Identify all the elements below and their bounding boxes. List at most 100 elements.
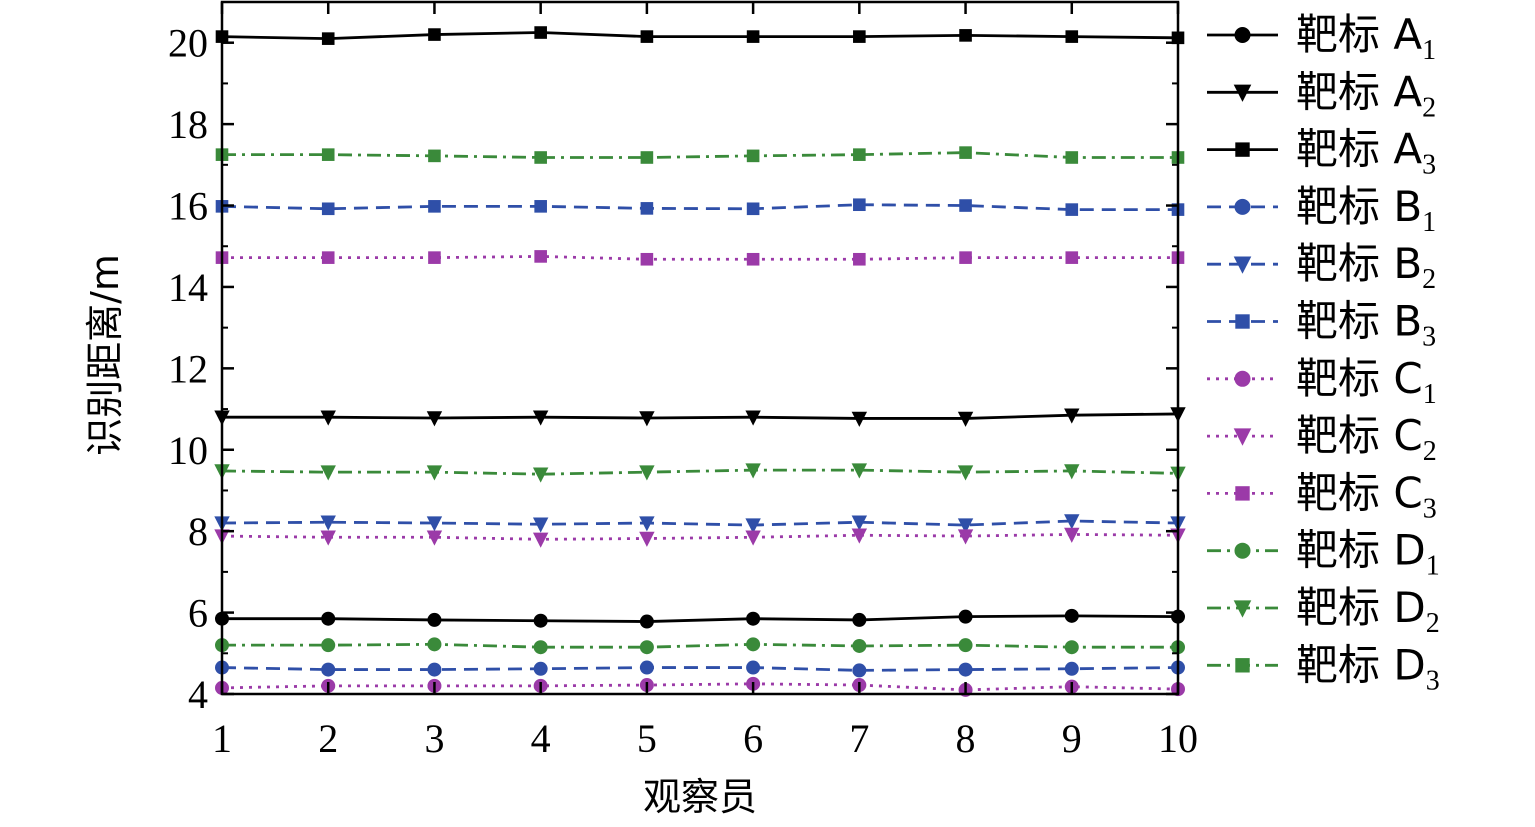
data-point — [959, 29, 972, 42]
data-point — [745, 530, 761, 546]
x-axis-title: 观察员 — [643, 775, 757, 819]
legend-entry: 靶标 C1 — [1207, 354, 1437, 410]
data-point — [639, 660, 654, 675]
legend-label: 靶标 C2 — [1296, 411, 1437, 467]
data-point — [1064, 464, 1080, 480]
data-point — [851, 411, 868, 427]
series-line — [221, 666, 1179, 672]
legend-label: 靶标 A1 — [1296, 10, 1436, 66]
data-point — [746, 611, 761, 626]
data-point — [957, 529, 974, 545]
data-point — [321, 662, 336, 677]
data-point — [321, 202, 335, 216]
y-tick-label: 16 — [168, 184, 208, 229]
y-tick-label: 12 — [168, 346, 208, 391]
data-point — [1065, 251, 1079, 264]
data-point — [851, 463, 868, 479]
series-line — [222, 642, 1178, 649]
legend-label-subscript: 3 — [1422, 322, 1436, 353]
x-tick-label: 1 — [212, 716, 232, 761]
data-point — [959, 199, 972, 212]
data-point — [320, 465, 336, 481]
legend-label: 靶标 B3 — [1296, 297, 1436, 353]
legend-label: 靶标 C3 — [1296, 468, 1437, 524]
data-point — [1065, 203, 1079, 216]
series-靶标A2 — [214, 407, 1186, 427]
plot-frame — [220, 0, 1180, 696]
data-point — [428, 28, 441, 41]
data-point — [1064, 408, 1080, 424]
series-line — [221, 31, 1179, 41]
data-point — [745, 518, 761, 534]
data-point — [532, 467, 549, 483]
y-tick-label: 4 — [188, 672, 208, 717]
data-point — [958, 609, 973, 624]
data-point — [321, 611, 336, 626]
data-point — [745, 410, 761, 426]
data-point — [852, 638, 867, 653]
legend-swatch-marker — [1234, 27, 1251, 43]
data-point — [321, 251, 335, 264]
data-point — [428, 251, 441, 264]
series-靶标B3 — [215, 198, 1185, 216]
data-point — [853, 252, 866, 266]
series-line — [222, 151, 1178, 159]
data-point — [320, 530, 336, 546]
legend-label: 靶标 D3 — [1296, 640, 1440, 696]
data-point — [958, 662, 973, 677]
data-point — [745, 463, 761, 479]
data-point — [746, 202, 760, 216]
legend-entry: 靶标 D1 — [1207, 526, 1440, 582]
x-tick-label: 8 — [956, 716, 976, 761]
legend-entry: 靶标 B3 — [1207, 297, 1436, 353]
x-tick-label: 7 — [849, 716, 869, 761]
data-point — [428, 200, 441, 213]
legend-swatch-marker — [1235, 658, 1250, 673]
legend-label-subscript: 3 — [1423, 493, 1437, 524]
series-line — [222, 412, 1179, 420]
data-point — [533, 613, 548, 628]
series-line — [222, 255, 1178, 261]
data-point — [639, 640, 654, 655]
data-point — [852, 612, 867, 627]
series-line — [221, 682, 1179, 692]
x-tick-label: 10 — [1158, 716, 1198, 761]
legend-swatch-marker — [1233, 256, 1252, 274]
series-靶标B1 — [215, 660, 1185, 678]
y-tick-label: 20 — [168, 21, 208, 66]
legend-label-subscript: 1 — [1423, 379, 1437, 410]
data-point — [533, 661, 548, 676]
data-point — [321, 638, 336, 653]
series-line — [221, 533, 1179, 541]
data-point — [746, 252, 760, 266]
data-point — [958, 638, 973, 653]
legend-entry: 靶标 B1 — [1207, 182, 1436, 238]
data-point — [746, 660, 761, 675]
data-point — [853, 148, 866, 161]
y-axis-title: 识别距离/m — [83, 254, 127, 456]
y-tick-label: 18 — [168, 102, 208, 147]
x-tick-label: 2 — [318, 716, 338, 761]
data-point — [532, 532, 549, 548]
data-point — [534, 26, 547, 39]
data-point — [639, 465, 655, 481]
data-point — [1064, 640, 1079, 655]
legend-entry: 靶标 C2 — [1207, 411, 1437, 467]
series-靶标D1 — [215, 637, 1185, 655]
x-tick-label: 5 — [637, 716, 657, 761]
legend-label: 靶标 A2 — [1296, 67, 1436, 123]
data-point — [427, 662, 442, 677]
legend-label-subscript: 2 — [1423, 436, 1437, 467]
y-tick-label: 6 — [188, 591, 208, 636]
data-point — [428, 149, 441, 163]
data-point — [321, 148, 335, 161]
data-point — [1064, 661, 1079, 676]
series-靶标A3 — [215, 26, 1185, 45]
y-tick-label: 14 — [168, 265, 208, 310]
data-point — [426, 530, 443, 546]
legend-label: 靶标 D2 — [1296, 583, 1440, 639]
legend-entry: 靶标 D3 — [1207, 640, 1440, 696]
